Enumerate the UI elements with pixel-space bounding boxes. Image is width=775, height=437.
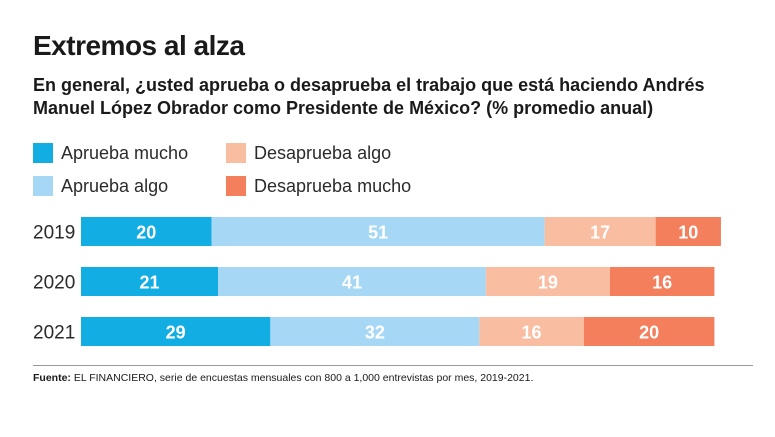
data-label-2021-desaprueba-algo: 16 <box>522 323 542 343</box>
legend-item-aprueba-algo: Aprueba algo <box>33 175 168 197</box>
data-label-2020-aprueba-mucho: 21 <box>140 273 160 293</box>
legend-swatch-aprueba-mucho <box>33 143 53 163</box>
bar-2020-aprueba-algo <box>218 267 486 296</box>
data-label-2019-aprueba-mucho: 20 <box>136 223 156 243</box>
category-label-2021: 2021 <box>33 323 75 344</box>
bar-2021-desaprueba-mucho <box>583 317 715 346</box>
bar-2020-desaprueba-algo <box>485 267 610 296</box>
bar-2020-desaprueba-mucho <box>609 267 715 296</box>
bar-2021-aprueba-mucho <box>81 317 271 346</box>
source-divider <box>33 365 753 366</box>
stacked-bar-chart: 2019 20 51 17 10 2020 21 41 19 16 2021 29 32 16 20 <box>33 217 721 346</box>
data-label-2021-aprueba-mucho: 29 <box>166 323 186 343</box>
bar-2020-aprueba-mucho <box>81 267 219 296</box>
legend-label-aprueba-algo: Aprueba algo <box>61 175 169 196</box>
bar-2019-aprueba-mucho <box>81 217 212 246</box>
bar-2019-aprueba-algo <box>211 217 545 246</box>
bar-2019-desaprueba-mucho <box>655 217 721 246</box>
category-label-2019: 2019 <box>33 223 75 244</box>
legend-label-desaprueba-algo: Desaprueba algo <box>254 142 392 163</box>
source-label: Fuente: <box>33 372 71 384</box>
data-label-2020-aprueba-algo: 41 <box>342 273 362 293</box>
bar-2019-desaprueba-algo <box>544 217 656 246</box>
data-label-2019-desaprueba-mucho: 10 <box>678 223 698 243</box>
legend-item-aprueba-mucho: Aprueba mucho <box>33 142 188 164</box>
source-text: EL FINANCIERO, serie de encuestas mensua… <box>73 372 534 384</box>
source-note: Fuente: EL FINANCIERO, serie de encuesta… <box>33 372 533 384</box>
bar-2021-aprueba-algo <box>270 317 480 346</box>
legend-swatch-aprueba-algo <box>33 176 53 196</box>
legend-label-aprueba-mucho: Aprueba mucho <box>61 142 189 163</box>
chart-subtitle: En general, ¿usted aprueba o desaprueba … <box>33 75 705 118</box>
legend-item-desaprueba-algo: Desaprueba algo <box>226 142 391 164</box>
legend-label-desaprueba-mucho: Desaprueba mucho <box>254 175 412 196</box>
data-label-2020-desaprueba-mucho: 16 <box>652 273 672 293</box>
data-label-2019-aprueba-algo: 51 <box>368 223 388 243</box>
bar-2021-desaprueba-algo <box>479 317 584 346</box>
legend: Aprueba mucho Aprueba algo Desaprueba al… <box>33 142 593 202</box>
legend-swatch-desaprueba-algo <box>226 143 246 163</box>
legend-item-desaprueba-mucho: Desaprueba mucho <box>226 175 411 197</box>
data-label-2021-aprueba-algo: 32 <box>365 323 385 343</box>
data-label-2019-desaprueba-algo: 17 <box>590 223 610 243</box>
legend-swatch-desaprueba-mucho <box>226 176 246 196</box>
chart-title: Extremos al alza <box>33 30 245 61</box>
data-label-2021-desaprueba-mucho: 20 <box>639 323 659 343</box>
data-label-2020-desaprueba-algo: 19 <box>538 273 558 293</box>
category-label-2020: 2020 <box>33 273 75 294</box>
